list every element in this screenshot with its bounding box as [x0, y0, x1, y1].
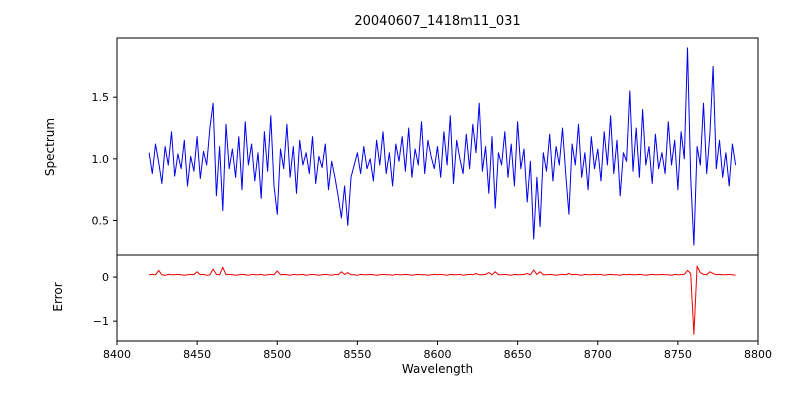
- svg-text:1.5: 1.5: [92, 91, 110, 104]
- svg-text:8500: 8500: [263, 348, 291, 361]
- svg-text:8650: 8650: [504, 348, 532, 361]
- svg-text:8600: 8600: [424, 348, 452, 361]
- svg-text:0.5: 0.5: [92, 214, 110, 227]
- svg-text:8750: 8750: [664, 348, 692, 361]
- svg-text:8450: 8450: [183, 348, 211, 361]
- svg-text:0: 0: [102, 271, 109, 284]
- error-axis-label: Error: [51, 282, 65, 312]
- svg-text:8400: 8400: [103, 348, 131, 361]
- x-axis-label: Wavelength: [401, 362, 474, 376]
- svg-text:8550: 8550: [343, 348, 371, 361]
- spectrum-axis-label: Spectrum: [43, 117, 57, 177]
- svg-text:−1: −1: [93, 315, 109, 328]
- svg-text:1.0: 1.0: [92, 153, 110, 166]
- svg-text:8700: 8700: [584, 348, 612, 361]
- svg-text:8800: 8800: [744, 348, 772, 361]
- chart-title: 20040607_1418m11_031: [354, 14, 521, 29]
